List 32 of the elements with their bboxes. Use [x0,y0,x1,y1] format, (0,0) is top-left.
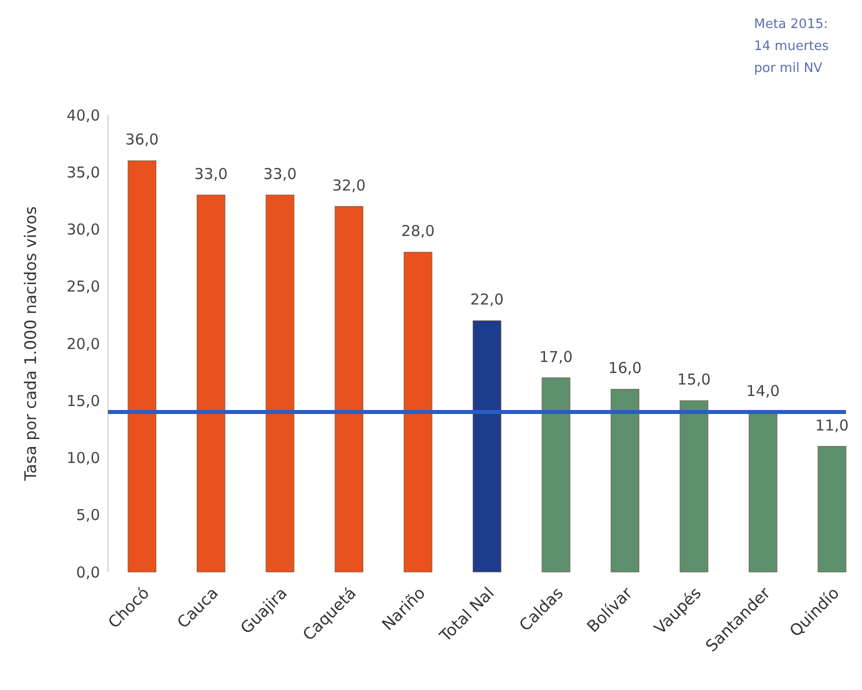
y-tick-label: 5,0 [76,506,100,524]
data-label: 17,0 [539,348,573,366]
bar [472,320,502,572]
text: Meta 2015: 14 muertes por mil NV [754,17,830,76]
y-tick-label: 30,0 [66,220,100,238]
data-label: 11,0 [815,416,849,434]
data-label: 15,0 [677,370,711,389]
y-axis-title: Tasa por cada 1.000 nacidos vivos [21,206,40,482]
y-tick-label: 40,0 [66,106,100,124]
bar [542,378,570,572]
y-tick-label: 15,0 [66,392,100,410]
data-label: 22,0 [470,290,504,309]
y-tick-label: 10,0 [66,449,100,467]
bar [680,400,708,572]
bar [818,446,846,572]
data-label: 28,0 [401,222,435,240]
bar [196,194,226,572]
data-label: 32,0 [332,176,366,194]
bar [128,160,156,572]
y-tick-label: 20,0 [66,334,100,353]
bar [334,206,364,572]
data-label: 33,0 [194,164,228,183]
bar [266,194,294,572]
data-label: 36,0 [125,130,159,149]
y-tick-label: 0,0 [76,563,100,582]
bar [404,252,432,572]
data-label: 16,0 [608,359,642,378]
bar [610,388,640,572]
y-tick-label: 35,0 [66,163,100,182]
data-label: 33,0 [263,164,297,183]
y-tick-label: 25,0 [66,278,100,296]
data-label: 14,0 [746,382,780,400]
